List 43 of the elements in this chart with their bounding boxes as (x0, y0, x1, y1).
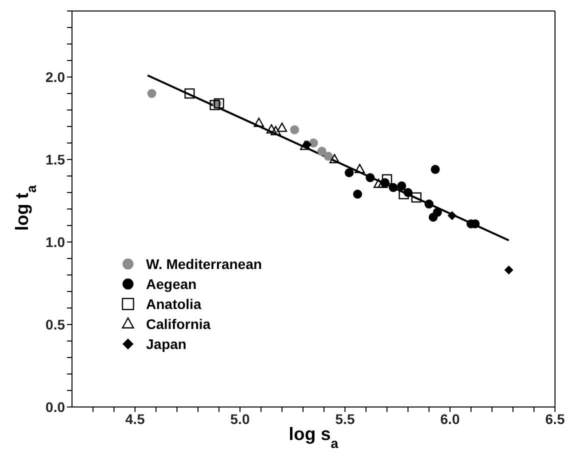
point (214, 98, 224, 108)
point (329, 154, 340, 164)
point (210, 100, 220, 110)
point (254, 118, 264, 127)
legend-label: W. Mediterranean (146, 256, 262, 272)
point (353, 190, 362, 199)
legend-label: California (146, 316, 211, 332)
legend-label: Japan (146, 336, 186, 352)
point (382, 174, 392, 184)
x-tick-label: 5.5 (335, 410, 355, 427)
point (424, 200, 434, 209)
point (430, 164, 440, 174)
point (300, 140, 310, 150)
point (309, 138, 318, 148)
point (147, 89, 156, 98)
legend-label: Aegean (146, 276, 197, 292)
legend-label: Anatolia (146, 296, 202, 312)
point (184, 88, 195, 99)
x-tick-label: 6.5 (545, 410, 565, 427)
point (374, 178, 384, 188)
point (276, 122, 288, 132)
y-tick-label: 1.5 (46, 151, 66, 168)
x-tick-label: 4.5 (125, 410, 145, 427)
point (270, 126, 281, 136)
point (290, 125, 300, 134)
point (448, 211, 457, 220)
y-tick-label: 0.0 (46, 398, 66, 415)
point (411, 192, 422, 203)
x-tick-label: 5.0 (230, 410, 250, 427)
point (504, 266, 514, 275)
point (344, 168, 354, 178)
point (354, 164, 365, 174)
y-tick-label: 2.0 (46, 68, 66, 85)
point (317, 146, 326, 156)
point (366, 173, 375, 182)
x-tick-label: 6.0 (440, 410, 460, 427)
point (388, 183, 398, 192)
y-tick-label: 1.0 (46, 234, 66, 250)
point (266, 124, 277, 134)
point (324, 152, 333, 161)
x-axis-title: log s$_{a}$ (288, 424, 339, 450)
point (432, 208, 442, 217)
y-tick-label: 0.5 (46, 316, 66, 332)
